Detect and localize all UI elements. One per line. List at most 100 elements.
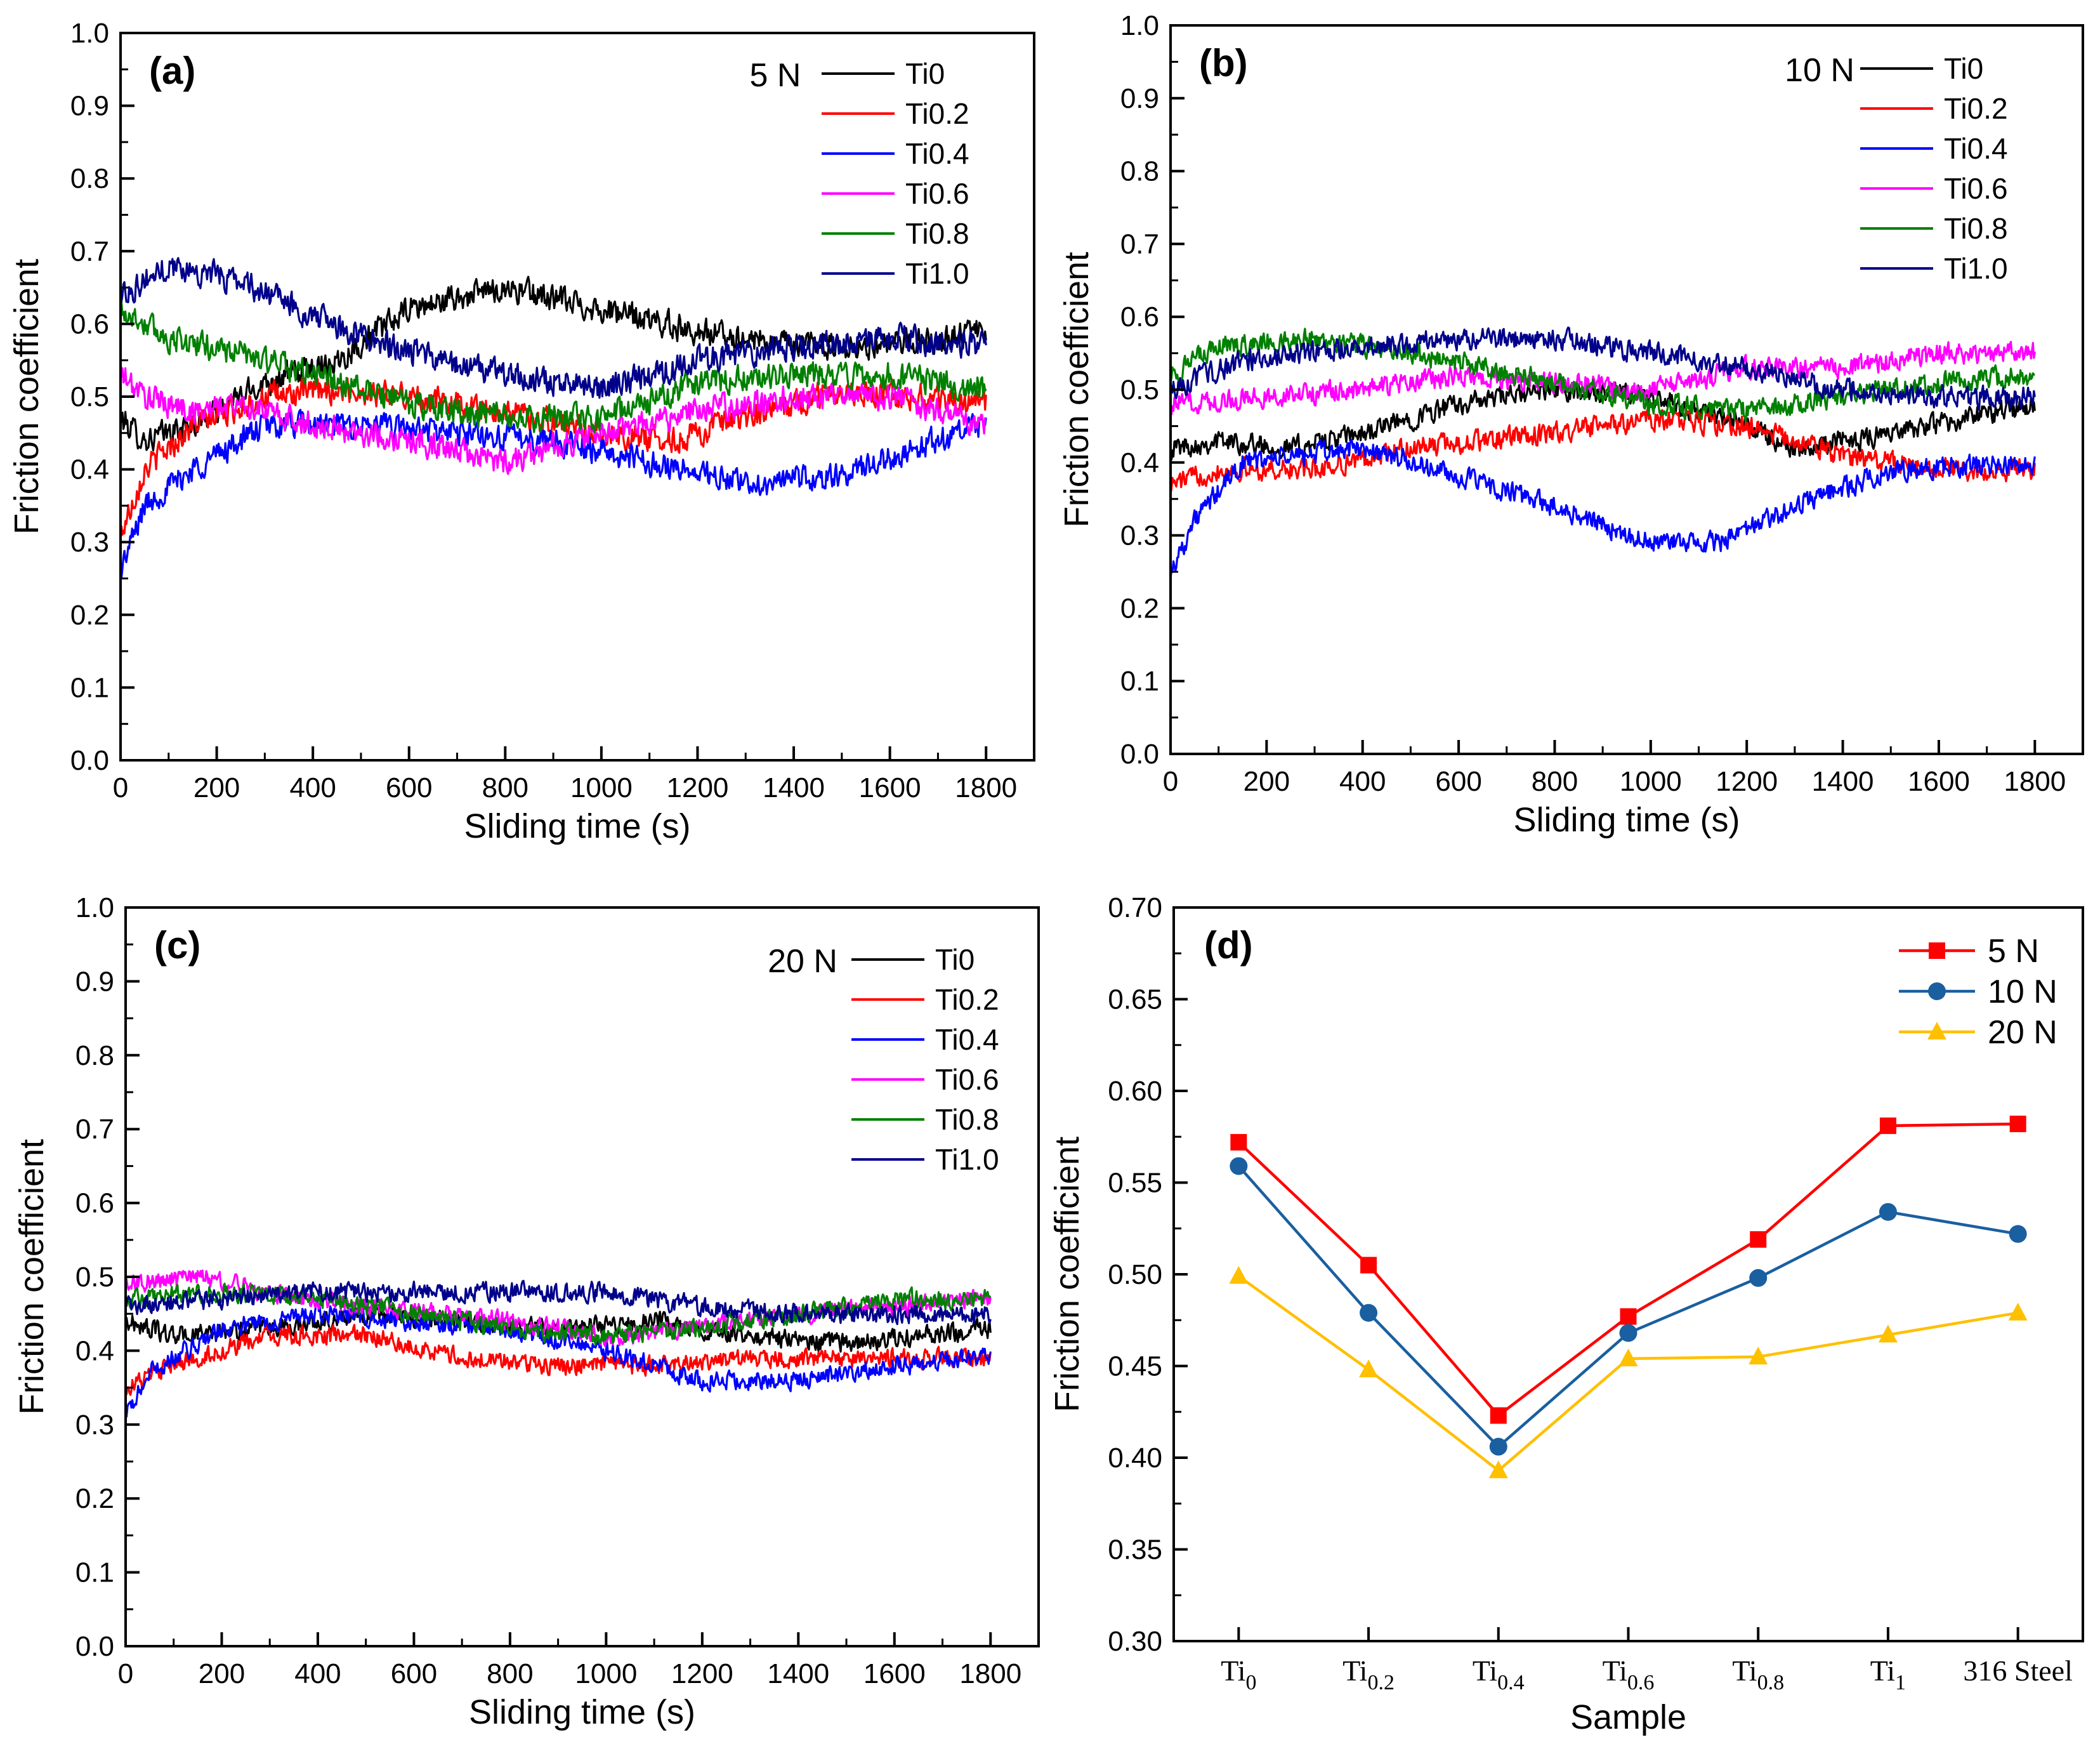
load-label: 10 N [1785,52,1854,89]
x-tick-label: 1200 [671,1658,733,1689]
legend-label-5-n: 5 N [1988,933,2039,970]
x-axis-label: Sliding time (s) [469,1693,695,1731]
x-tick-label: 1200 [667,772,729,803]
x-tick-label: 200 [199,1658,245,1689]
y-tick-label: 0.70 [1108,892,1162,923]
y-tick-label: 0.35 [1108,1534,1162,1566]
y-tick-label: 0.8 [75,1040,114,1071]
y-axis-label: Friction coefficient [8,259,46,534]
legend-label-10-n: 10 N [1988,974,2057,1010]
x-tick-label: 200 [194,772,240,803]
y-tick-label: 0.45 [1108,1351,1162,1382]
marker-5-n [1750,1231,1767,1248]
marker-5-n [1620,1308,1637,1325]
panel-a: 0 200 400 600 800 1000 1200 1400 1600 1800 0.0 0.1 0… [8,18,1035,845]
series-line-ti1-0 [125,1279,992,1326]
marker-5-n [1879,1117,1896,1134]
legend-marker-20-n [1927,1022,1946,1040]
y-tick-label: 0.9 [75,966,114,997]
legend-label-ti0-6: Ti0.6 [1944,172,2008,205]
x-tick-label: 1000 [570,772,633,803]
y-tick-label: 0.0 [70,745,109,776]
x-tick-label-main: Ti [1870,1654,1895,1687]
y-tick-label: 0.2 [70,600,109,631]
panel-label: (c) [154,924,200,967]
series-line-ti0 [1169,378,2036,461]
x-tick-label: 600 [391,1658,437,1689]
y-tick-label: 0.60 [1108,1076,1162,1107]
y-tick-label: 0.7 [1120,228,1159,260]
x-tick-label: 0 [1163,766,1178,797]
panel-c: 0 200 400 600 800 1000 1200 1400 1600 1800 0.0 0.1 0… [13,892,1040,1731]
x-tick-label-main: Ti [1221,1654,1245,1687]
legend-label-ti0-4: Ti0.4 [1944,132,2008,165]
x-tick-label: 1400 [1812,766,1874,797]
legend-label-ti0-2: Ti0.2 [935,983,999,1016]
y-tick-label: 0.4 [1120,447,1159,478]
panel-label: (b) [1199,42,1248,84]
legend-label-ti1-0: Ti1.0 [905,257,969,290]
marker-10-n [1230,1157,1248,1175]
y-tick-label: 0.5 [70,381,109,412]
marker-5-n [1490,1407,1507,1424]
x-tick-label-sub: 1 [1895,1671,1906,1694]
y-tick-label: 0.65 [1108,984,1162,1015]
y-axis-label: Friction coefficient [1048,1137,1086,1412]
x-tick-label: 400 [1339,766,1386,797]
y-tick-label: 0.1 [70,672,109,703]
legend-label-ti0-8: Ti0.8 [1944,212,2008,245]
panel-label: (d) [1204,924,1253,967]
y-tick-label: 0.9 [70,91,109,122]
y-axis-label: Friction coefficient [1058,252,1096,527]
y-tick-label: 0.2 [1120,593,1159,624]
legend-label-ti0: Ti0 [935,943,975,976]
panel-label: (a) [149,50,195,92]
marker-20-n [1878,1324,1898,1343]
series-line-ti0-4 [124,1301,992,1419]
marker-20-n [1229,1265,1249,1284]
marker-5-n [1360,1257,1377,1274]
y-tick-label: 0.3 [1120,520,1159,551]
series-line-ti1-0 [1169,326,2036,411]
x-axis-label: Sliding time (s) [464,807,690,845]
x-tick-label: 316 Steel [1963,1654,2072,1687]
x-tick-label-main: Ti [1603,1654,1627,1687]
marker-20-n [1488,1460,1508,1479]
marker-20-n [1749,1347,1768,1365]
series-line-ti0-8 [119,301,987,433]
marker-10-n [1489,1437,1507,1456]
x-tick-label: 1800 [959,1658,1021,1689]
y-tick-label: 0.7 [70,236,109,267]
legend-label-ti0-4: Ti0.4 [935,1023,999,1056]
legend-marker-10-n [1928,982,1946,1000]
x-tick-label: 400 [294,1658,341,1689]
y-tick-label: 0.8 [70,163,109,194]
y-tick-label: 0.50 [1108,1259,1162,1290]
x-tick-label: 600 [386,772,432,803]
marker-20-n [2008,1302,2028,1321]
marker-10-n [1360,1304,1378,1322]
marker-10-n [2009,1225,2027,1243]
x-tick-label: Ti0 [1221,1654,1256,1694]
legend-label-ti0-6: Ti0.6 [905,177,969,210]
legend-label-ti0-2: Ti0.2 [1944,92,2008,125]
x-tick-label-main: Ti [1342,1654,1367,1687]
marker-10-n [1879,1203,1897,1221]
y-tick-label: 0.2 [75,1483,114,1514]
x-tick-label: 800 [482,772,528,803]
x-tick-label-main: Ti [1473,1654,1497,1687]
x-tick-label: 1400 [763,772,825,803]
x-tick-label: Ti0.8 [1732,1654,1784,1694]
marker-10-n [1619,1324,1637,1342]
x-tick-label: 600 [1435,766,1481,797]
x-tick-label: 0 [113,772,128,803]
y-tick-label: 0.0 [1120,739,1159,770]
y-tick-label: 1.0 [70,18,109,49]
x-tick-label: 1000 [1620,766,1682,797]
legend-marker-5-n [1929,942,1945,959]
x-tick-label: 400 [289,772,336,803]
y-tick-label: 0.5 [1120,374,1159,406]
marker-20-n [1359,1359,1379,1378]
